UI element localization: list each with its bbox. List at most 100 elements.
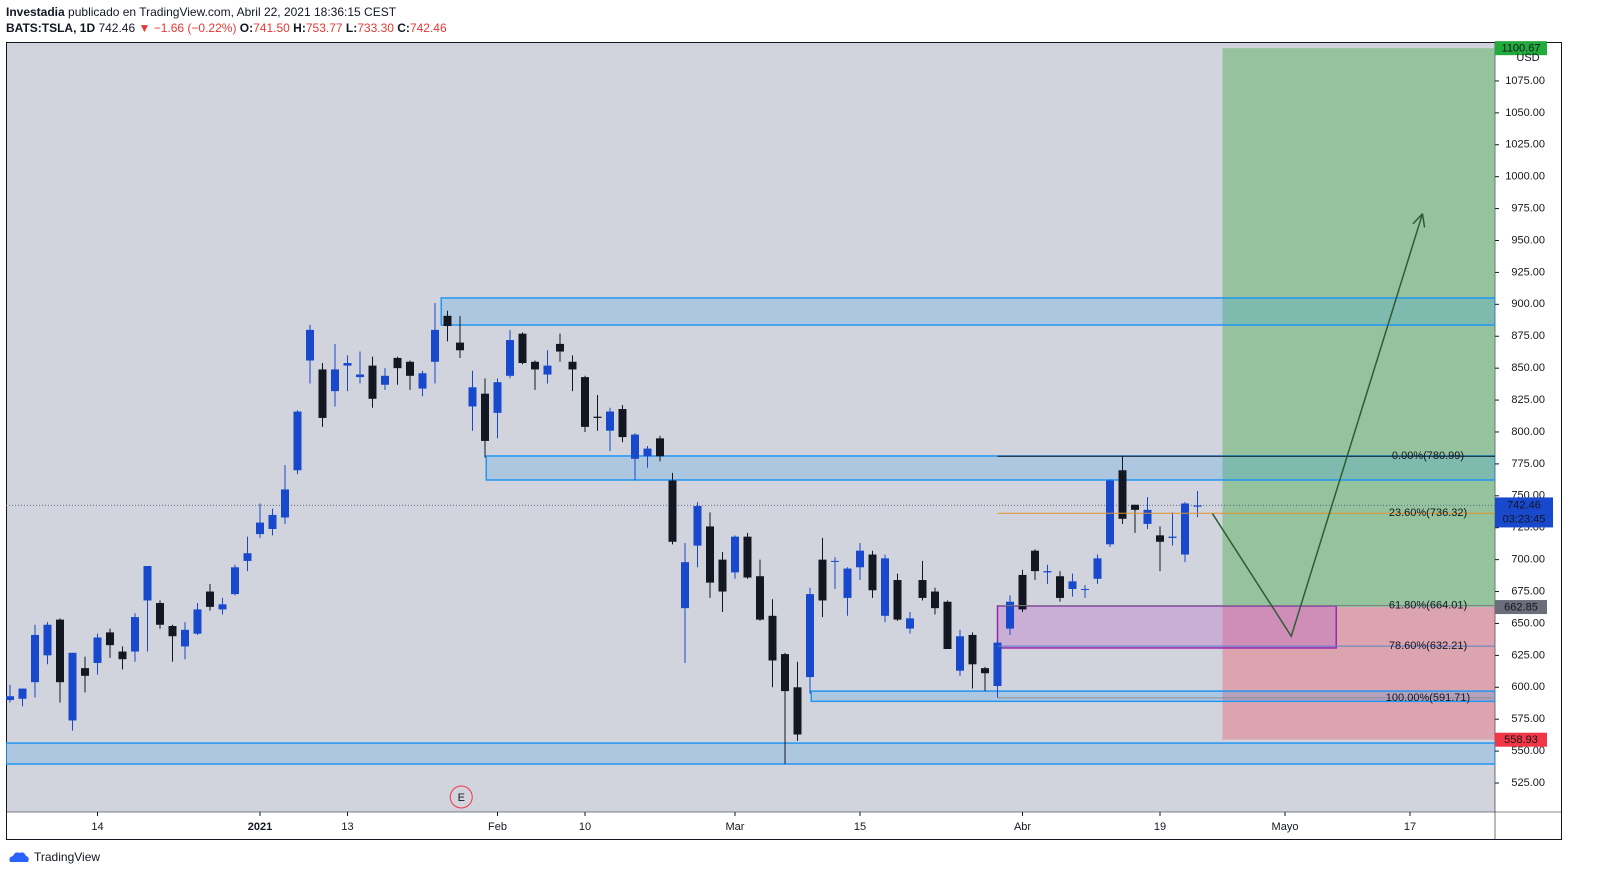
candle-body bbox=[956, 636, 964, 671]
candle-body bbox=[743, 536, 752, 578]
candle-body bbox=[793, 687, 802, 735]
candle-body bbox=[293, 411, 302, 471]
arrow-head bbox=[1412, 213, 1424, 225]
x-tick-label: 15 bbox=[854, 821, 866, 833]
y-tick-label: 775.00 bbox=[1511, 458, 1545, 470]
candle-body bbox=[593, 416, 602, 418]
candle-body bbox=[456, 342, 464, 351]
candle-body bbox=[331, 369, 339, 392]
candle-body bbox=[568, 361, 577, 370]
l-label: L: bbox=[345, 21, 358, 35]
publish-line: Investadia publicado en TradingView.com,… bbox=[6, 4, 447, 20]
candle-body bbox=[931, 591, 939, 609]
candle-body bbox=[581, 377, 589, 427]
symbol-line: BATS:TSLA, 1D 742.46 ▼ −1.66 (−0.22%) O:… bbox=[6, 20, 447, 36]
candle-body bbox=[56, 619, 64, 683]
symbol: BATS:TSLA, 1D bbox=[6, 21, 96, 35]
header: Investadia publicado en TradingView.com,… bbox=[6, 4, 447, 36]
candle-body bbox=[1118, 470, 1127, 519]
candle-body bbox=[831, 560, 839, 562]
y-tick-label: 875.00 bbox=[1511, 330, 1545, 342]
o-value: 741.50 bbox=[253, 21, 290, 35]
x-tick-label: 13 bbox=[341, 821, 353, 833]
price-label: 1100.67 bbox=[1502, 43, 1541, 55]
candle-body bbox=[606, 411, 614, 431]
candle-body bbox=[756, 576, 764, 620]
candle-body bbox=[256, 522, 264, 535]
y-tick-label: 675.00 bbox=[1511, 585, 1545, 597]
plot: 0.00%(780.99) 23.60%(736.32) 61.80%(664.01… bbox=[6, 48, 1495, 765]
h-value: 753.77 bbox=[305, 21, 343, 35]
candle-body bbox=[106, 632, 114, 646]
candle-body bbox=[1056, 576, 1064, 598]
candle-body bbox=[906, 618, 914, 629]
x-tick-label: 2021 bbox=[248, 821, 272, 833]
candle-body bbox=[706, 526, 714, 583]
x-tick-label: 19 bbox=[1154, 821, 1166, 833]
change: ▼ −1.66 (−0.22%) bbox=[138, 21, 237, 35]
candle-body bbox=[31, 634, 39, 683]
candle-body bbox=[693, 506, 702, 546]
footer: TradingView bbox=[8, 850, 100, 864]
candle-body bbox=[506, 340, 514, 376]
target-area bbox=[1222, 48, 1495, 608]
candle-body bbox=[768, 615, 777, 661]
candle-body bbox=[1043, 571, 1052, 573]
earnings-marker bbox=[449, 785, 473, 809]
last-price-label: 742.46 bbox=[1507, 499, 1541, 511]
candle-body bbox=[206, 591, 214, 607]
y-tick-label: 900.00 bbox=[1511, 298, 1545, 310]
price-label: 558.93 bbox=[1504, 734, 1538, 746]
y-tick-label: 550.00 bbox=[1511, 745, 1545, 757]
candle-body bbox=[18, 688, 27, 699]
y-tick-label: 800.00 bbox=[1511, 426, 1545, 438]
candle-body bbox=[493, 382, 502, 413]
x-tick-label: Mayo bbox=[1272, 821, 1299, 833]
candle-body bbox=[1156, 535, 1164, 542]
candle-body bbox=[643, 448, 652, 457]
candle-body bbox=[1081, 588, 1089, 590]
published: publicado en TradingView.com, Abril 22, … bbox=[68, 5, 397, 19]
candle-body bbox=[1131, 504, 1139, 510]
candle-body bbox=[918, 580, 927, 598]
fib-label: 78.60%(632.21) bbox=[1389, 640, 1467, 652]
fib-label: 61.80%(664.01) bbox=[1389, 599, 1467, 611]
candle-body bbox=[1143, 509, 1152, 524]
candle-body bbox=[468, 387, 477, 407]
candle-body bbox=[243, 553, 252, 561]
candle-body bbox=[6, 696, 14, 701]
y-tick-label: 1000.00 bbox=[1505, 171, 1545, 183]
projection-arrow bbox=[1211, 213, 1424, 638]
y-tick-label: 650.00 bbox=[1511, 617, 1545, 629]
y-tick-label: 600.00 bbox=[1511, 681, 1545, 693]
candle-body bbox=[868, 554, 877, 591]
candle-body bbox=[318, 369, 327, 418]
candle-body bbox=[1031, 550, 1039, 572]
price-label: 662.85 bbox=[1504, 601, 1538, 613]
price-label-box bbox=[1495, 41, 1547, 56]
candle-body bbox=[781, 654, 789, 692]
axes: E 525.00 550.00 575.00 600.00 625.00 650.00 675… bbox=[91, 41, 1553, 833]
earnings-label: E bbox=[458, 792, 465, 804]
candle-body bbox=[881, 558, 889, 616]
candle-body bbox=[731, 536, 739, 573]
arrow-head bbox=[1421, 213, 1426, 228]
l-value: 733.30 bbox=[357, 21, 394, 35]
c-label: C: bbox=[397, 21, 410, 35]
zone bbox=[485, 455, 1495, 481]
y-tick-label: 575.00 bbox=[1511, 713, 1545, 725]
candle-body bbox=[68, 652, 77, 721]
candle-body bbox=[531, 361, 539, 370]
candle-body bbox=[131, 617, 139, 652]
candle-body bbox=[43, 624, 52, 656]
y-tick-label: 850.00 bbox=[1511, 362, 1545, 374]
y-tick-label: 825.00 bbox=[1511, 394, 1545, 406]
last: 742.46 bbox=[98, 21, 136, 35]
candle-body bbox=[556, 343, 564, 352]
currency: USD bbox=[1516, 52, 1539, 64]
candle-body bbox=[418, 373, 427, 389]
h-label: H: bbox=[293, 21, 306, 35]
plot-background bbox=[6, 42, 1495, 812]
candle-body bbox=[843, 568, 852, 598]
candle-body bbox=[968, 634, 977, 665]
